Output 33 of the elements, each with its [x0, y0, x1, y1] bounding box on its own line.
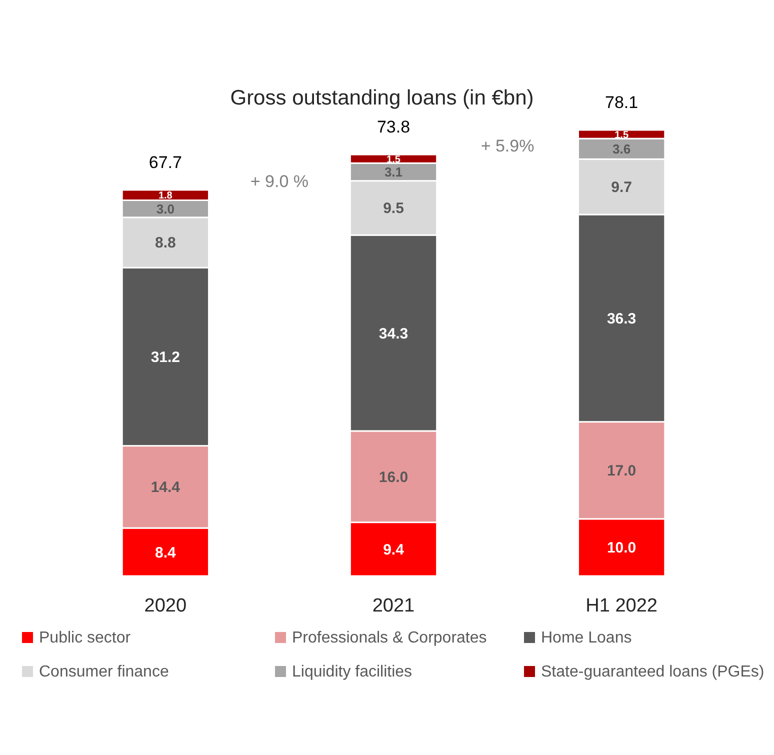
x-tick-label: H1 2022	[586, 596, 658, 617]
total-label: 73.8	[376, 118, 410, 137]
chart-title: Gross outstanding loans (in €bn)	[230, 86, 534, 110]
data-label: 31.2	[150, 348, 180, 366]
data-label: 9.5	[383, 200, 404, 218]
data-label: 1.8	[158, 190, 173, 202]
data-label: 16.0	[378, 468, 408, 486]
data-label: 34.3	[378, 325, 408, 342]
legend-label: Liquidity facilities	[292, 664, 412, 681]
data-label: 3.6	[612, 141, 631, 156]
data-label: 9.4	[383, 541, 405, 558]
total-label: 67.7	[148, 152, 182, 172]
data-label: 17.0	[606, 462, 636, 480]
data-label: 9.7	[611, 179, 632, 196]
data-label: 3.0	[156, 201, 174, 216]
legend-label: Professionals & Corporates	[292, 630, 487, 647]
x-tick-label: 2020	[144, 596, 187, 617]
data-label: 8.8	[155, 234, 176, 252]
data-label: 8.4	[155, 544, 177, 562]
annotation: + 5.9%	[480, 136, 534, 156]
data-label: 1.5	[386, 154, 401, 166]
legend-label: Home Loans	[541, 630, 632, 647]
legend-label: State-guaranteed loans (PGEs)	[541, 664, 764, 681]
legend-label: Consumer finance	[39, 664, 169, 681]
data-label: 3.1	[384, 164, 403, 180]
legend-label: Public sector	[39, 630, 132, 647]
total-label: 78.1	[605, 93, 638, 112]
data-label: 36.3	[606, 310, 636, 328]
x-tick-label: 2021	[372, 596, 415, 617]
data-label: 14.4	[150, 479, 181, 496]
data-label: 1.5	[614, 130, 629, 141]
annotation: + 9.0 %	[250, 172, 309, 191]
data-label: 10.0	[606, 540, 636, 557]
